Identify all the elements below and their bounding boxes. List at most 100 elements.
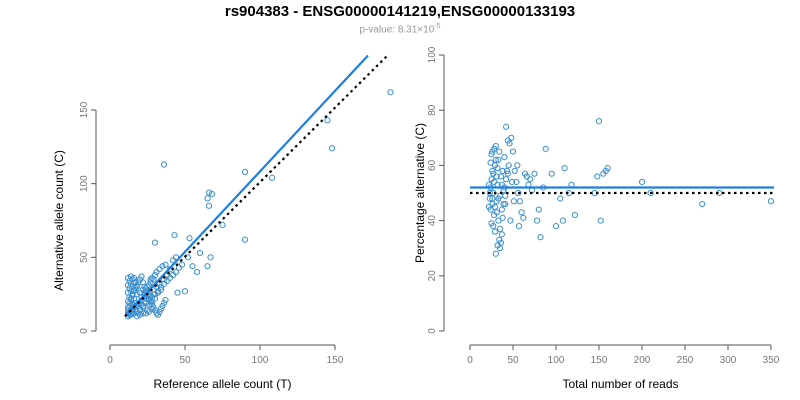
data-point (571, 211, 579, 219)
y-tick-label: 0 (79, 328, 90, 334)
y-tick-label: 20 (427, 270, 438, 282)
x-tick-label: 50 (179, 355, 191, 366)
x-tick-label: 100 (548, 355, 565, 366)
y-tick-label: 80 (427, 104, 438, 116)
data-point (502, 200, 509, 208)
data-point (124, 310, 132, 317)
data-point (515, 189, 522, 197)
data-point (493, 173, 500, 180)
x-tick-label: 50 (507, 355, 519, 366)
data-point (160, 299, 168, 307)
data-point (147, 298, 154, 305)
data-point (487, 206, 494, 213)
data-point (537, 234, 544, 241)
data-point (241, 168, 249, 175)
data-point (219, 221, 226, 229)
data-point (178, 261, 186, 268)
chart-subtitle: p-value: 8.31×10-5 (0, 23, 800, 35)
data-point (166, 274, 174, 282)
data-point (515, 223, 523, 230)
data-point (208, 190, 216, 198)
data-point (495, 217, 502, 224)
data-point (495, 156, 502, 163)
x-tick-label: 100 (252, 355, 269, 366)
data-point (496, 148, 503, 155)
data-point (647, 189, 654, 197)
data-point (499, 214, 506, 221)
data-point (139, 286, 147, 293)
data-point (490, 178, 498, 186)
data-point (513, 178, 520, 186)
data-point (594, 173, 601, 180)
data-point (157, 305, 165, 312)
data-point (518, 209, 525, 216)
data-point (171, 232, 178, 239)
y-tick-label: 0 (427, 328, 438, 334)
data-point (138, 273, 145, 280)
x-tick-label: 150 (591, 355, 608, 366)
data-point (151, 239, 159, 246)
x-axis-label: Total number of reads (562, 377, 678, 391)
data-point (268, 174, 276, 181)
x-tick-label: 350 (763, 355, 780, 366)
data-point (186, 235, 193, 242)
data-point (130, 310, 138, 317)
data-point (497, 173, 505, 180)
data-point (504, 170, 511, 177)
x-tick-label: 0 (107, 355, 113, 366)
data-point (154, 288, 162, 295)
data-point (493, 209, 500, 216)
x-tick-label: 150 (327, 355, 344, 366)
data-point (504, 137, 511, 144)
data-point (124, 274, 132, 282)
data-point (387, 89, 394, 96)
data-point (129, 291, 136, 298)
data-point (156, 266, 163, 273)
data-point (548, 170, 555, 177)
data-point (241, 236, 249, 243)
data-point (489, 195, 496, 202)
data-point (503, 167, 511, 175)
data-point (491, 228, 499, 235)
data-point (489, 167, 496, 175)
data-point (127, 311, 135, 318)
data-point (157, 286, 165, 293)
data-point (597, 217, 604, 224)
data-point (699, 200, 706, 208)
data-point (172, 268, 180, 276)
data-point (507, 217, 514, 224)
data-point (500, 200, 507, 208)
data-point (490, 145, 498, 152)
data-point (159, 302, 166, 310)
data-point (557, 195, 564, 202)
data-point (130, 274, 138, 282)
data-point (503, 123, 510, 130)
data-point (156, 308, 163, 315)
data-point (595, 118, 603, 125)
data-point (490, 223, 497, 230)
p-value-exponent: -5 (434, 23, 441, 30)
data-point (328, 145, 336, 152)
data-point (162, 261, 169, 268)
data-point (139, 310, 147, 317)
data-point (552, 223, 560, 230)
data-point (488, 151, 495, 158)
data-point (491, 203, 499, 210)
data-point (511, 167, 518, 175)
data-point (159, 263, 166, 270)
data-point (148, 305, 156, 312)
data-point (520, 214, 527, 221)
data-point (494, 242, 501, 249)
data-point (154, 311, 162, 318)
data-point (492, 156, 499, 163)
data-point (162, 296, 169, 304)
data-point (767, 198, 775, 205)
data-point (503, 176, 510, 183)
x-axis-label: Reference allele count (T) (153, 377, 291, 391)
data-point (542, 145, 549, 152)
data-point (561, 165, 568, 172)
data-point (509, 178, 516, 186)
data-point (486, 189, 493, 197)
data-point (150, 304, 157, 311)
y-tick-label: 150 (79, 101, 90, 118)
